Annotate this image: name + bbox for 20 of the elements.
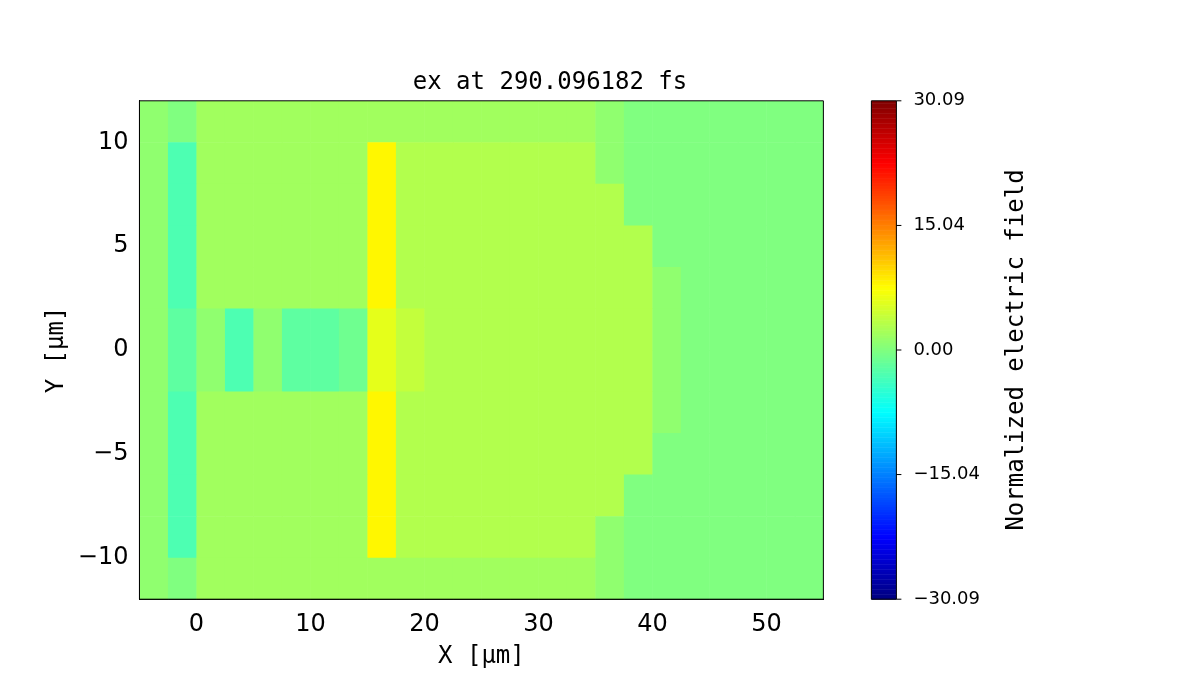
x-tick-label: 10 <box>295 608 326 637</box>
x-tick-label: 50 <box>751 608 782 637</box>
y-tick-label: 10 <box>97 126 129 155</box>
y-tick-label: −10 <box>77 541 129 570</box>
color-bar-label: 30.09 <box>913 88 965 110</box>
x-tick-label: 0 <box>188 608 205 637</box>
x-tick-label: 30 <box>523 608 554 637</box>
chart-title: ex at 290.096182 fs <box>412 66 688 95</box>
color-bar-label: 0.00 <box>913 337 954 359</box>
x-axis-title: X [μm] <box>438 640 525 669</box>
color-bar-label: 15.04 <box>913 213 965 235</box>
y-tick-label: −5 <box>93 438 129 467</box>
color-bar-label: −30.09 <box>913 586 981 608</box>
x-tick-label: 40 <box>637 608 668 637</box>
y-tick-label: 0 <box>113 334 129 363</box>
x-tick-label: 20 <box>409 608 440 637</box>
color-bar-label: −15.04 <box>913 462 981 484</box>
y-tick-label: 5 <box>113 230 129 259</box>
y-axis-title: Y [μm] <box>40 306 69 394</box>
color-bar-title: Normalized electric field <box>1000 169 1029 531</box>
